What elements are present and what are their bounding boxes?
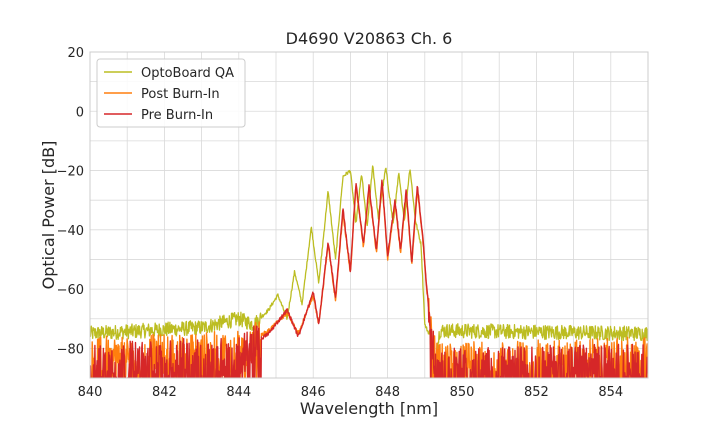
y-tick-label: −40 <box>57 224 84 239</box>
y-axis-title: Optical Power [dB] <box>39 141 58 290</box>
tick-labels: 840 842 844 846 848 850 852 854 20 0 −20 −40 −60 −80 <box>57 46 624 400</box>
plot-frame <box>89 51 649 379</box>
x-tick-label: 852 <box>524 385 549 400</box>
x-tick-label: 840 <box>78 385 103 400</box>
legend-box <box>96 58 246 128</box>
series-line-optoboard-qa <box>90 165 648 370</box>
x-tick-label: 842 <box>152 385 177 400</box>
x-tick-label: 850 <box>450 385 475 400</box>
y-tick-label: −80 <box>57 342 84 357</box>
y-tick-label: 0 <box>76 105 84 120</box>
y-tick-label: −60 <box>57 283 84 298</box>
legend: OptoBoard QA Post Burn-In Pre Burn-In <box>96 58 246 128</box>
plot-area <box>90 165 648 378</box>
series-line-pre-burn-in <box>90 179 648 378</box>
x-tick-label: 854 <box>598 385 623 400</box>
y-tick-label: 20 <box>67 46 84 61</box>
x-tick-label: 844 <box>226 385 251 400</box>
legend-label: Pre Burn-In <box>141 108 213 123</box>
y-tick-label: −20 <box>57 165 84 180</box>
x-axis-title: Wavelength [nm] <box>300 399 438 418</box>
legend-label: Post Burn-In <box>141 87 220 102</box>
grid <box>89 51 649 379</box>
x-tick-label: 848 <box>375 385 400 400</box>
x-tick-label: 846 <box>301 385 326 400</box>
chart-title: D4690 V20863 Ch. 6 <box>286 29 453 48</box>
legend-label: OptoBoard QA <box>141 66 234 81</box>
